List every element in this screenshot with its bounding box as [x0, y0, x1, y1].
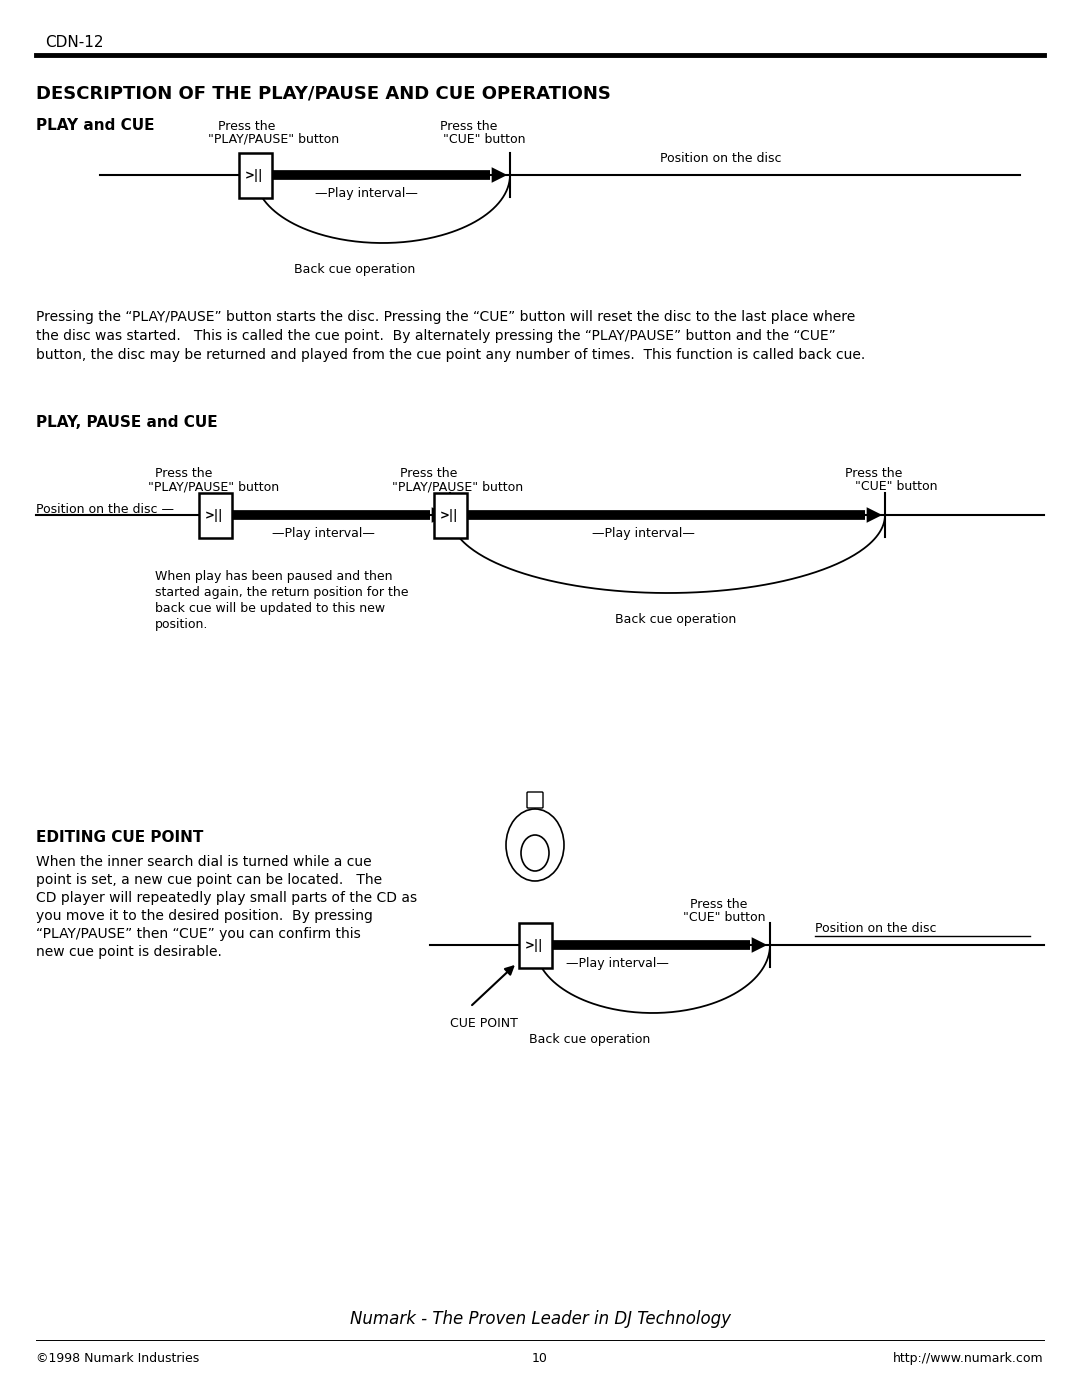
Text: the disc was started.   This is called the cue point.  By alternately pressing t: the disc was started. This is called the…	[36, 330, 836, 344]
Text: "CUE" button: "CUE" button	[855, 481, 937, 493]
Text: —Play interval—: —Play interval—	[272, 527, 375, 541]
Text: CDN-12: CDN-12	[45, 35, 104, 50]
Text: point is set, a new cue point can be located.   The: point is set, a new cue point can be loc…	[36, 873, 382, 887]
Text: new cue point is desirable.: new cue point is desirable.	[36, 944, 221, 958]
Text: Position on the disc: Position on the disc	[660, 152, 782, 165]
Text: ©1998 Numark Industries: ©1998 Numark Industries	[36, 1352, 199, 1365]
Text: Press the: Press the	[440, 120, 498, 133]
Bar	[199, 493, 231, 538]
Text: Pressing the “PLAY/PAUSE” button starts the disc. Pressing the “CUE” button will: Pressing the “PLAY/PAUSE” button starts …	[36, 310, 855, 324]
Text: "PLAY/PAUSE" button: "PLAY/PAUSE" button	[208, 133, 339, 147]
Text: you move it to the desired position.  By pressing: you move it to the desired position. By …	[36, 909, 373, 923]
Text: Press the: Press the	[690, 898, 747, 911]
Text: Press the: Press the	[400, 467, 457, 481]
Ellipse shape	[521, 835, 549, 870]
Bar	[239, 152, 271, 197]
Text: >||: >||	[205, 509, 224, 521]
Text: Press the: Press the	[845, 467, 903, 481]
Text: "CUE" button: "CUE" button	[443, 133, 526, 147]
Text: PLAY and CUE: PLAY and CUE	[36, 117, 154, 133]
Text: CUE POINT: CUE POINT	[450, 1017, 518, 1030]
Text: Press the: Press the	[218, 120, 275, 133]
Text: Back cue operation: Back cue operation	[529, 1032, 650, 1046]
Text: Position on the disc —: Position on the disc —	[36, 503, 174, 515]
Ellipse shape	[507, 809, 564, 882]
Text: position.: position.	[156, 617, 208, 631]
Text: Numark - The Proven Leader in DJ Technology: Numark - The Proven Leader in DJ Technol…	[350, 1310, 730, 1329]
Text: Back cue operation: Back cue operation	[295, 263, 416, 277]
Text: —Play interval—: —Play interval—	[566, 957, 669, 970]
Bar	[433, 493, 467, 538]
Text: "CUE" button: "CUE" button	[683, 911, 766, 923]
Text: —Play interval—: —Play interval—	[315, 187, 418, 200]
Text: —Play interval—: —Play interval—	[592, 527, 694, 541]
FancyBboxPatch shape	[527, 792, 543, 807]
Text: Back cue operation: Back cue operation	[615, 613, 737, 626]
Text: started again, the return position for the: started again, the return position for t…	[156, 585, 408, 599]
Text: PLAY, PAUSE and CUE: PLAY, PAUSE and CUE	[36, 415, 218, 430]
Text: >||: >||	[440, 509, 458, 521]
Text: >||: >||	[525, 939, 543, 951]
Text: DESCRIPTION OF THE PLAY/PAUSE AND CUE OPERATIONS: DESCRIPTION OF THE PLAY/PAUSE AND CUE OP…	[36, 85, 611, 103]
Text: When play has been paused and then: When play has been paused and then	[156, 570, 392, 583]
Text: back cue will be updated to this new: back cue will be updated to this new	[156, 602, 386, 615]
Text: button, the disc may be returned and played from the cue point any number of tim: button, the disc may be returned and pla…	[36, 348, 865, 362]
Text: "PLAY/PAUSE" button: "PLAY/PAUSE" button	[392, 481, 523, 493]
Text: 10: 10	[532, 1352, 548, 1365]
Bar	[518, 922, 552, 968]
Text: Press the: Press the	[156, 467, 213, 481]
Text: Position on the disc: Position on the disc	[815, 922, 936, 935]
Text: When the inner search dial is turned while a cue: When the inner search dial is turned whi…	[36, 855, 372, 869]
Text: EDITING CUE POINT: EDITING CUE POINT	[36, 830, 203, 845]
Text: "PLAY/PAUSE" button: "PLAY/PAUSE" button	[148, 481, 279, 493]
Text: http://www.numark.com: http://www.numark.com	[893, 1352, 1044, 1365]
Text: >||: >||	[245, 169, 264, 182]
Text: “PLAY/PAUSE” then “CUE” you can confirm this: “PLAY/PAUSE” then “CUE” you can confirm …	[36, 928, 361, 942]
Text: CD player will repeatedly play small parts of the CD as: CD player will repeatedly play small par…	[36, 891, 417, 905]
